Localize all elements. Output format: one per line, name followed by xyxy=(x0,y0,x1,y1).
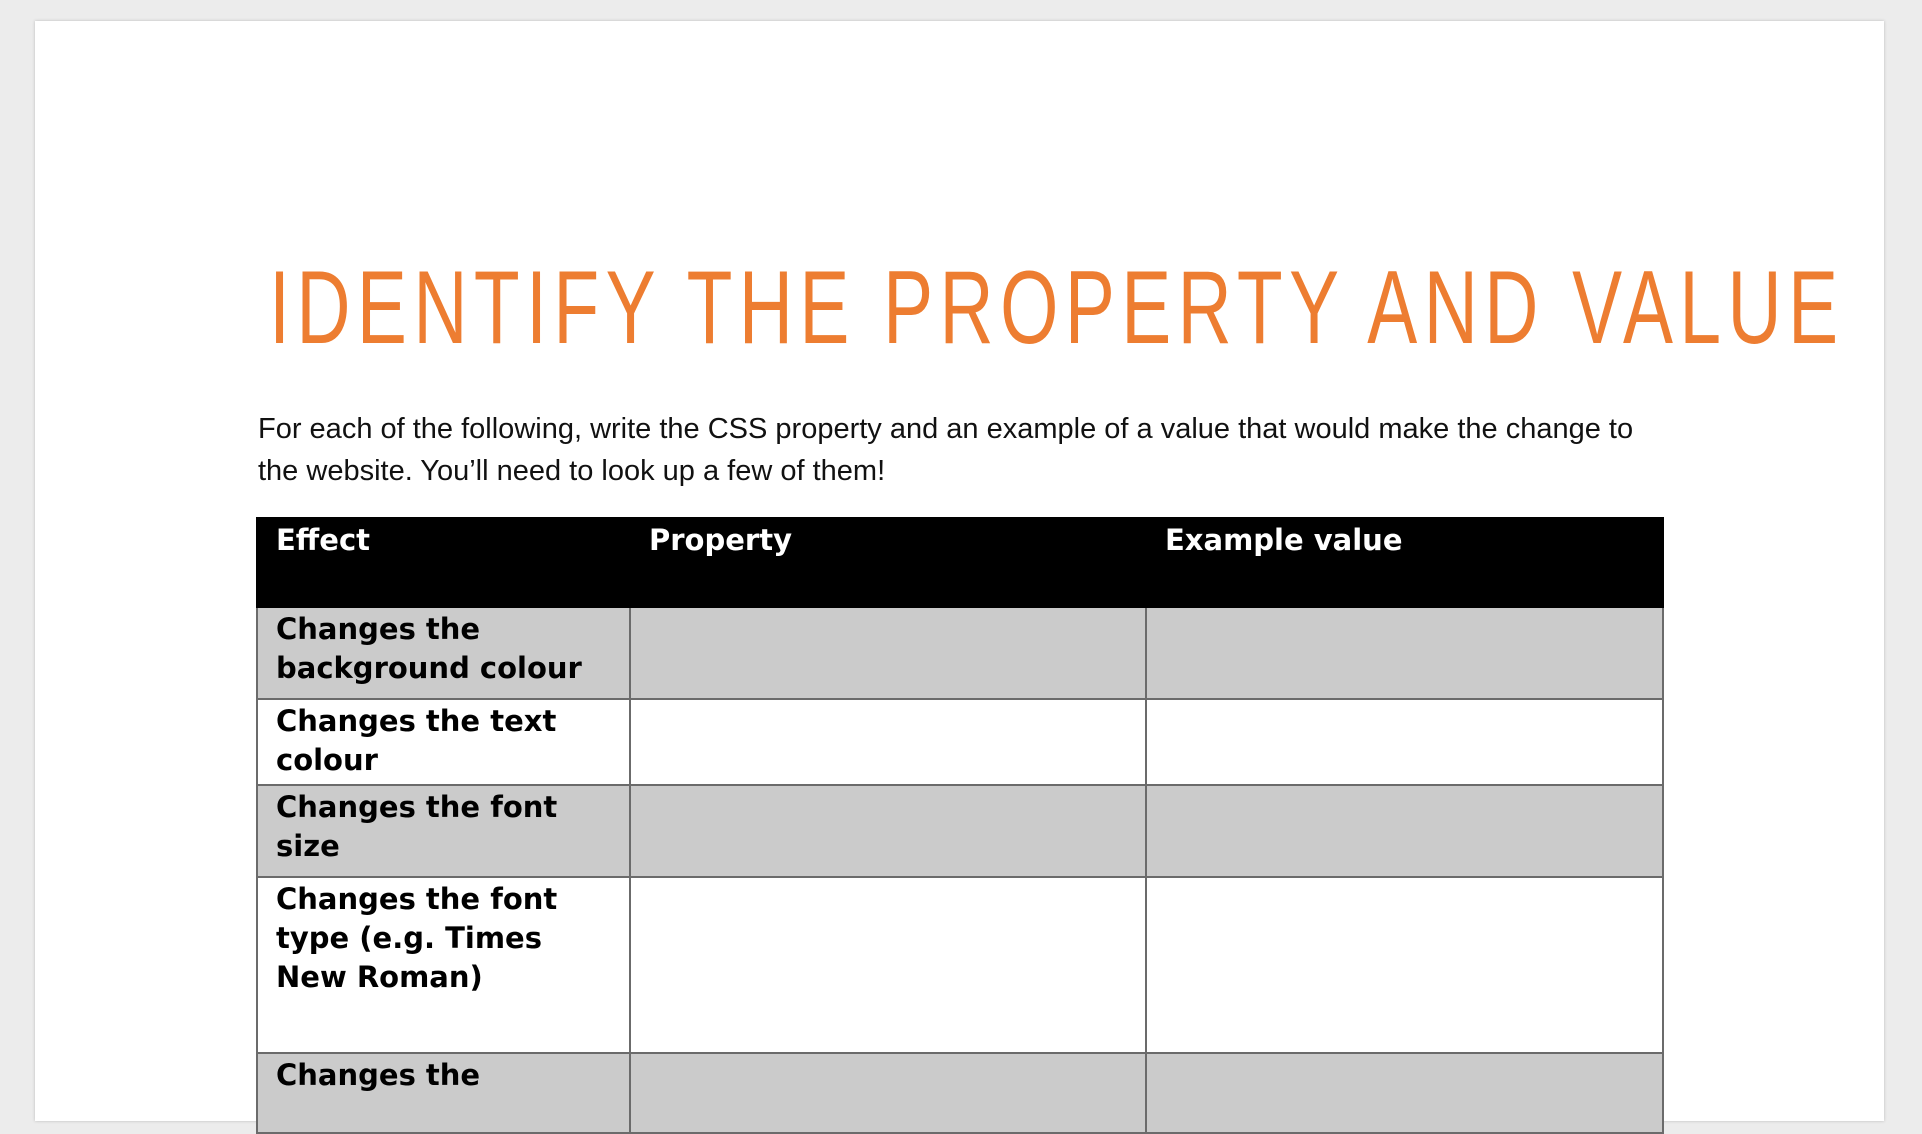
header-effect: Effect xyxy=(256,517,631,608)
page-title: IDENTIFY THE PROPERTY AND VALUE xyxy=(269,250,1845,366)
table-row: Changes the xyxy=(256,1052,1664,1134)
table-row: Changes the background colour xyxy=(256,606,1664,700)
property-cell[interactable] xyxy=(629,876,1147,1054)
instructions: For each of the following, write the CSS… xyxy=(258,413,1634,487)
value-cell[interactable] xyxy=(1145,698,1664,786)
header-row: Effect Property Example value xyxy=(256,517,1664,608)
value-cell[interactable] xyxy=(1145,1052,1664,1134)
effect-cell: Changes the text colour xyxy=(256,698,631,786)
table-row: Changes the font type (e.g. Times New Ro… xyxy=(256,876,1664,1054)
worksheet-table: Effect Property Example value Changes th… xyxy=(256,517,1664,1134)
value-cell[interactable] xyxy=(1145,876,1664,1054)
effect-cell: Changes the xyxy=(256,1052,631,1134)
property-cell[interactable] xyxy=(629,606,1147,700)
effect-cell: Changes the background colour xyxy=(256,606,631,700)
header-example-value: Example value xyxy=(1145,517,1664,608)
property-cell[interactable] xyxy=(629,698,1147,786)
table-row: Changes the font size xyxy=(256,784,1664,878)
value-cell[interactable] xyxy=(1145,606,1664,700)
value-cell[interactable] xyxy=(1145,784,1664,878)
effect-cell: Changes the font type (e.g. Times New Ro… xyxy=(256,876,631,1054)
effect-cell: Changes the font size xyxy=(256,784,631,878)
property-cell[interactable] xyxy=(629,1052,1147,1134)
header-property: Property xyxy=(629,517,1147,608)
table-row: Changes the text colour xyxy=(256,698,1664,786)
property-cell[interactable] xyxy=(629,784,1147,878)
